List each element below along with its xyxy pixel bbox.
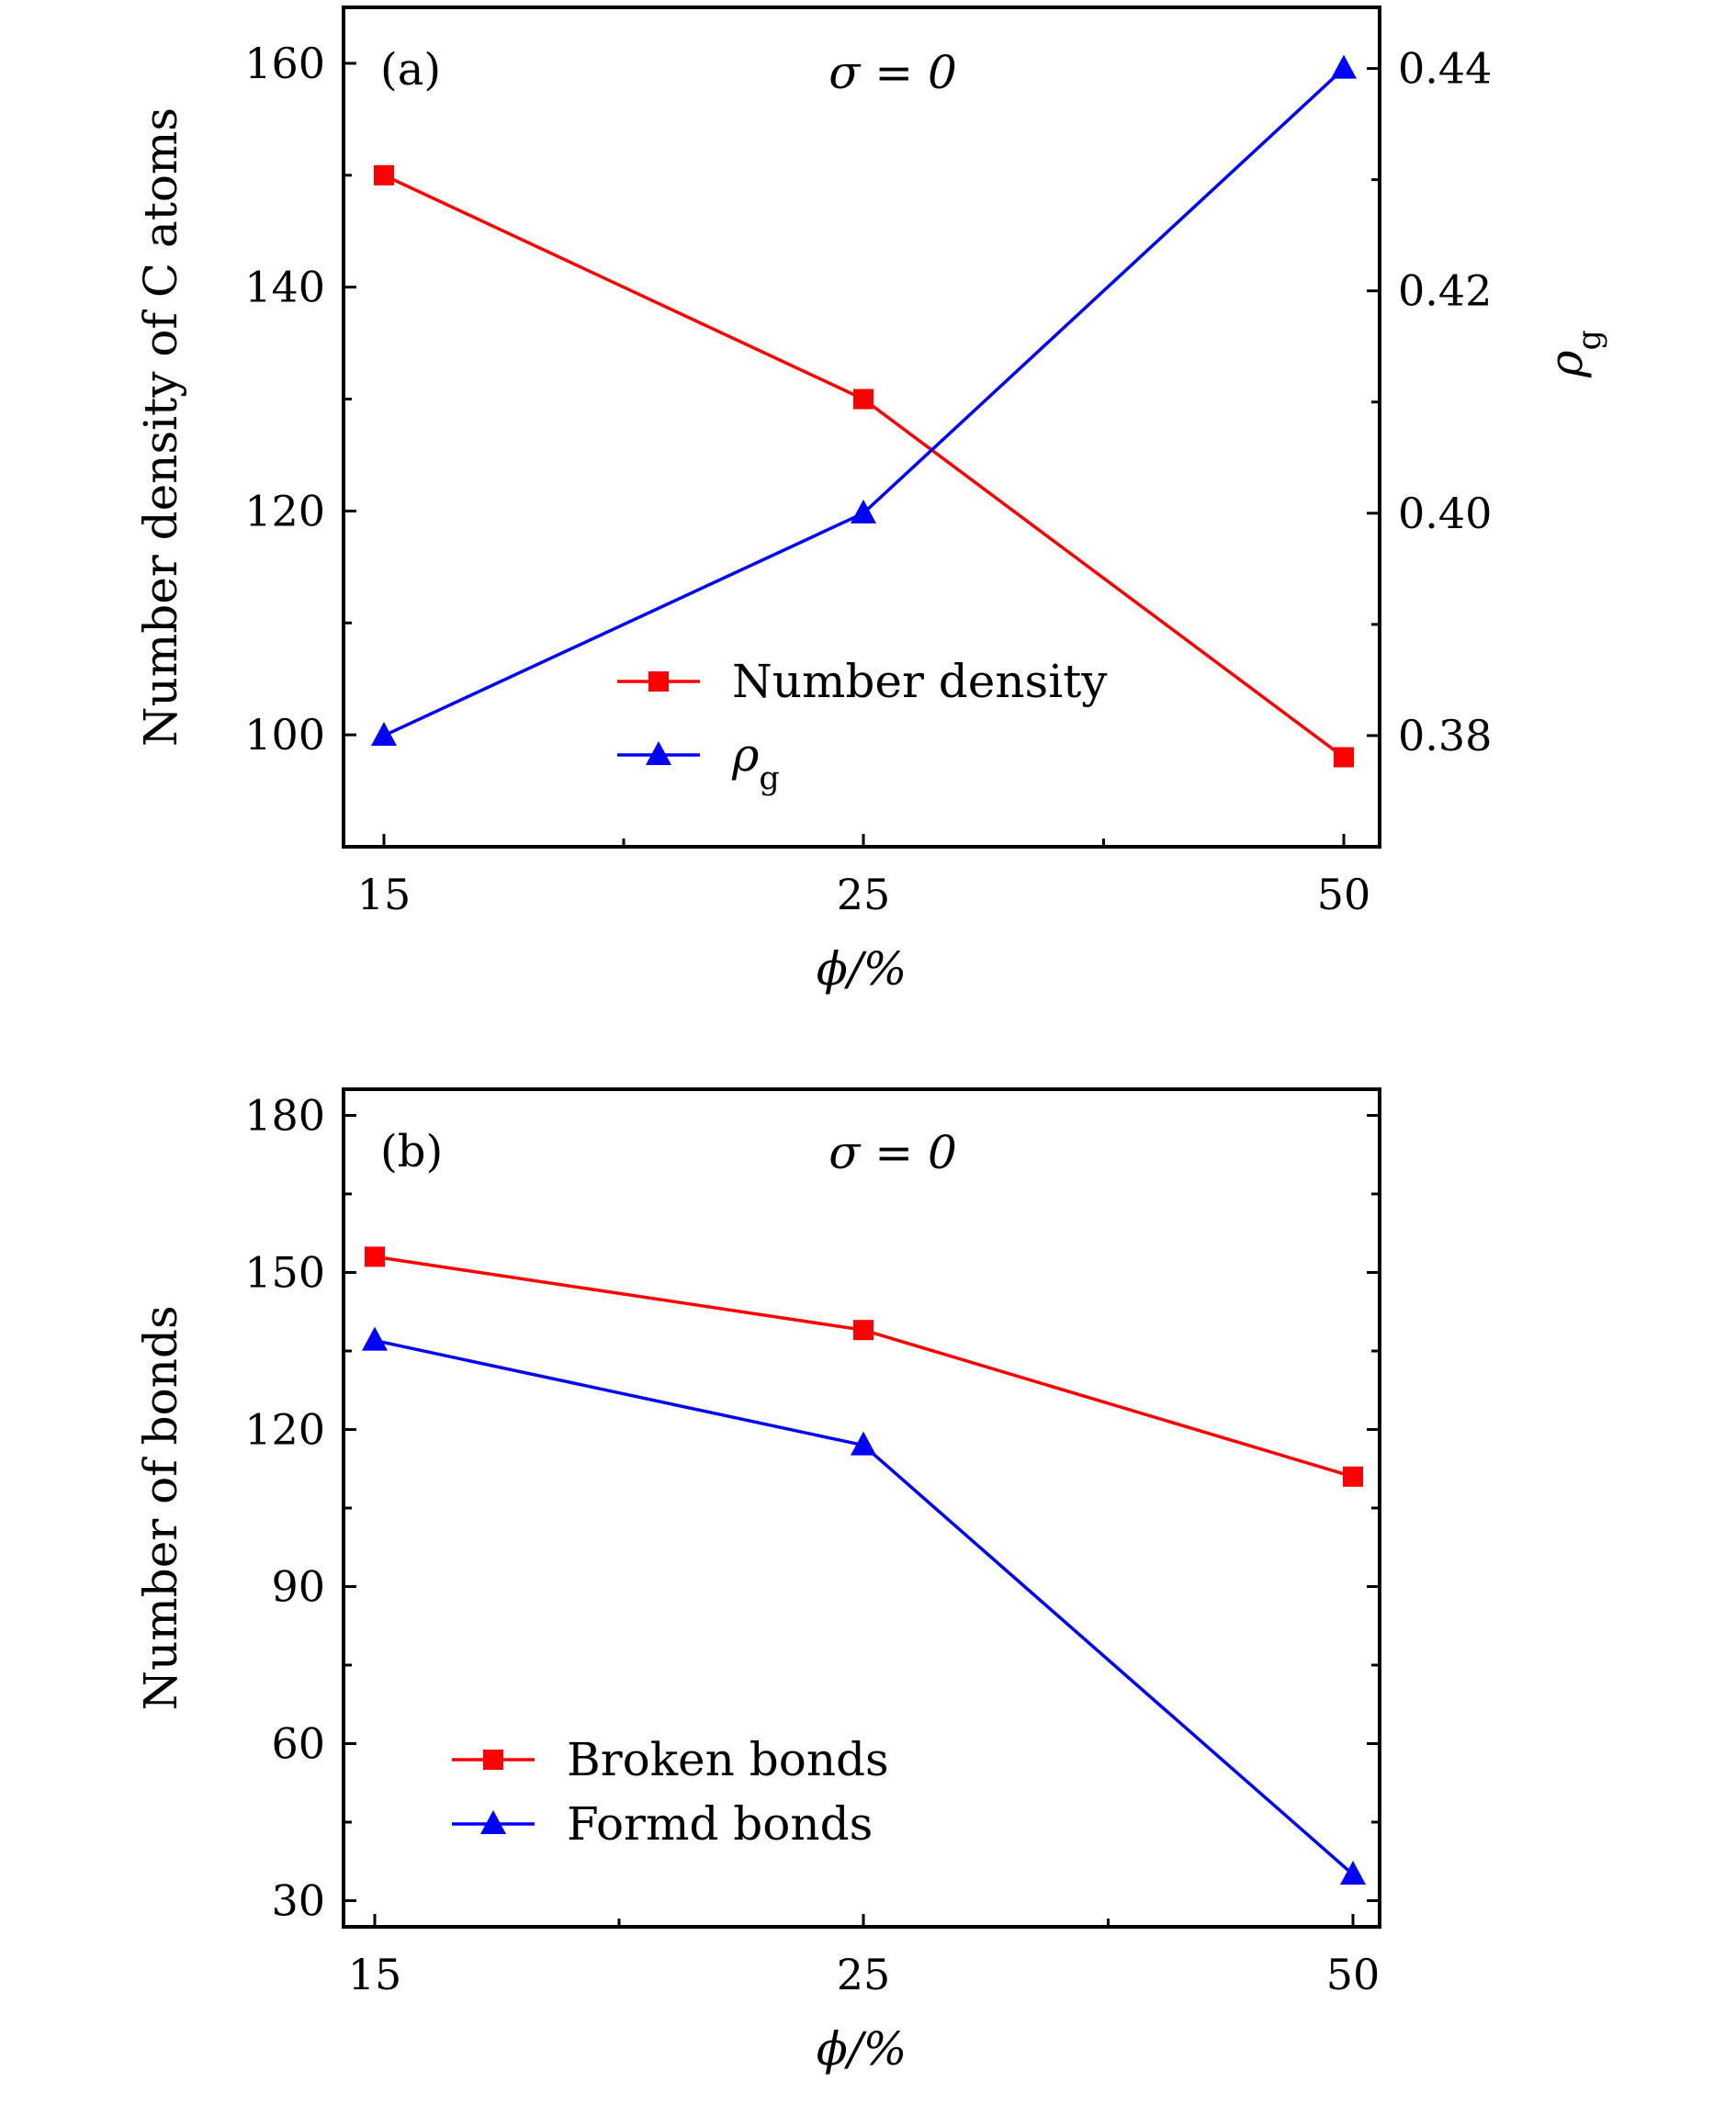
data-point-square (1334, 747, 1354, 768)
legend-marker (480, 1810, 506, 1834)
x-tick-label: 25 (837, 870, 891, 919)
legend-label-sub: g (759, 760, 779, 797)
x-tick-label: 15 (348, 1950, 402, 1999)
x-tick-label: 15 (357, 870, 411, 919)
data-point-triangle (851, 499, 876, 523)
data-point-square (365, 1246, 385, 1267)
chart-panel-b: 15 25 50 30 60 90 120 150 180 Number of bonds ϕ/% (… (134, 1087, 1381, 2076)
legend-marker (646, 741, 671, 765)
legend-label-main: ρ (731, 728, 760, 782)
y-tick-label: 100 (244, 710, 325, 760)
panel-label: (b) (380, 1126, 443, 1177)
legend-label: Broken bonds (567, 1733, 889, 1786)
y-axis-label: Number density of C atoms (134, 107, 187, 747)
y2-tick-label: 0.40 (1398, 489, 1492, 538)
legend-label: Number density (732, 655, 1108, 708)
y2-axis-label-main: ρ (1539, 350, 1593, 378)
x-axis-label: ϕ/% (817, 942, 907, 996)
y-tick-label: 140 (244, 263, 325, 312)
y-tick-label: 120 (244, 486, 325, 535)
x-tick-label: 50 (1326, 1950, 1381, 1999)
data-point-triangle (1340, 1861, 1366, 1885)
y-tick-label: 180 (244, 1091, 325, 1141)
data-point-square (1343, 1466, 1363, 1487)
x-tick-label: 50 (1317, 870, 1371, 919)
sigma-annotation: σ = 0 (829, 1126, 957, 1179)
y2-tick-label: 0.38 (1398, 711, 1492, 760)
y-tick-label: 150 (244, 1248, 325, 1298)
data-point-square (853, 1320, 874, 1341)
data-point-square (853, 388, 874, 410)
legend-marker (483, 1750, 503, 1770)
x-tick-label: 25 (837, 1950, 891, 1999)
y2-tick-label: 0.42 (1398, 266, 1492, 316)
y-axis-label: Number of bonds (134, 1305, 187, 1710)
legend: Number density ρg (617, 655, 1108, 797)
data-point-triangle (362, 1326, 388, 1351)
y-tick-label: 120 (244, 1405, 325, 1455)
data-point-triangle (1331, 54, 1357, 79)
y2-axis-label-sub: g (1572, 330, 1608, 350)
legend-label: ρg (731, 728, 780, 797)
plot-frame (342, 6, 1381, 849)
y2-axis-label: ρg (1539, 330, 1608, 378)
legend-label: Formd bonds (567, 1797, 873, 1851)
data-point-square (374, 164, 394, 186)
chart-panel-a: 15 25 501001201401600.380.400.420.44ρgNumb… (134, 6, 1608, 996)
data-point-triangle (371, 721, 397, 746)
legend: Broken bonds Formd bonds (452, 1733, 889, 1851)
y-tick-label: 90 (271, 1562, 325, 1612)
sigma-annotation: σ = 0 (829, 46, 957, 99)
y-tick-label: 160 (244, 39, 325, 88)
x-axis-label: ϕ/% (817, 2022, 907, 2076)
panel-label: (a) (380, 44, 441, 96)
series-line-1 (374, 1338, 1355, 1876)
y-tick-label: 60 (271, 1719, 325, 1769)
data-point-triangle (851, 1431, 876, 1456)
legend-marker (648, 671, 669, 692)
y2-tick-label: 0.44 (1398, 44, 1492, 94)
y-tick-label: 30 (271, 1876, 325, 1926)
